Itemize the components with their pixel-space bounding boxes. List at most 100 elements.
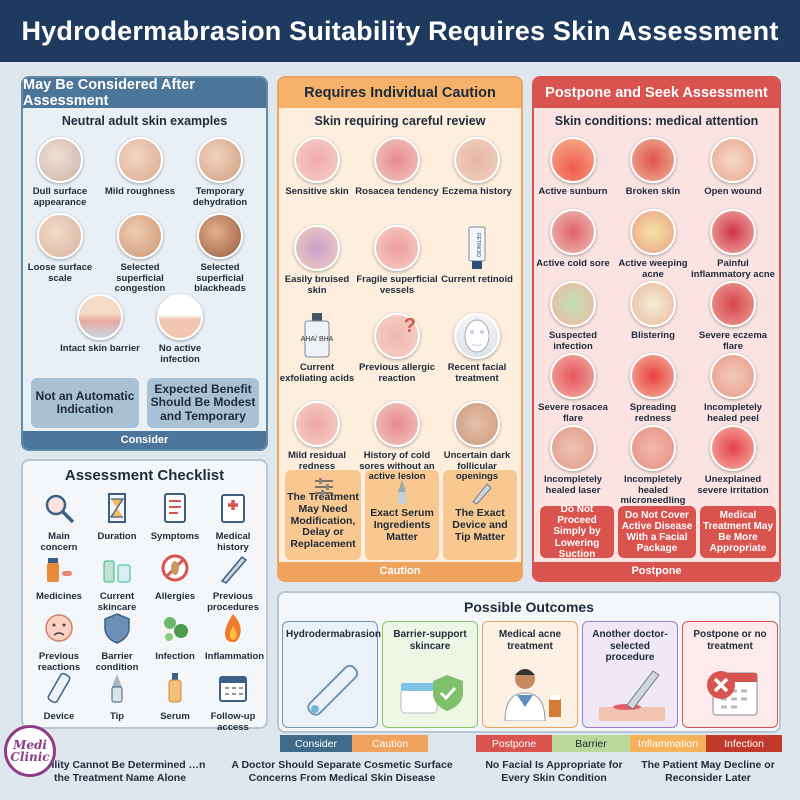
checklist-item-duration: Duration: [89, 491, 145, 543]
device-icon: [47, 672, 71, 704]
checklist-label: Infection: [155, 651, 195, 662]
checklist-item-medicines: Medicines: [31, 551, 87, 603]
loose-surface-scale-image: [37, 213, 83, 259]
serum-icon: [168, 673, 182, 703]
selected-superficial-congestion-image: [117, 213, 163, 259]
medi-clinic-logo: Medi Clinic: [4, 725, 56, 777]
facial-package-note: Do Not Cover Active Disease With a Facia…: [618, 506, 696, 558]
postpone-item-active-weeping-acne: Active weeping acne: [611, 209, 695, 280]
consider-footer: Consider: [23, 431, 266, 449]
postpone-item-unexplained-severe-irritation: Unexplained severe irritation: [691, 425, 775, 496]
checklist-label: Barrier condition: [95, 651, 139, 673]
postpone-item-incompletely-healed-laser: Incompletely healed laser: [531, 425, 615, 496]
consider-item-selected-superficial-blackheads: Selected superficial blackheads: [178, 213, 262, 295]
checklist-label: Medical history: [215, 531, 251, 553]
item-label: Intact skin barrier: [60, 343, 140, 354]
no-active-infection-image: [157, 294, 203, 340]
checklist-label: Current skincare: [97, 591, 137, 613]
postpone-item-blistering: Blistering: [611, 281, 695, 342]
main-concern-icon: [45, 494, 75, 524]
face-mask-icon: [464, 319, 490, 353]
active-cold-sore-image: [550, 209, 596, 255]
bottle-label: AHA/ BHA: [301, 336, 334, 343]
outcome-label: Barrier-support skincare: [393, 629, 467, 652]
postpone-item-painful-inflammatory-acne: Painful inflammatory acne: [691, 209, 775, 280]
item-label: Suspected infection: [548, 330, 598, 352]
checklist-label: Tip: [109, 711, 125, 722]
severe-rosacea-flare-image: [550, 353, 596, 399]
item-label: Fragile superficial vessels: [356, 274, 438, 296]
outcome-label: Postpone or no treatment: [693, 629, 767, 652]
checklist-item-medical-history: Medical history: [205, 491, 261, 553]
skincare-jar-shield-icon: [400, 675, 463, 714]
tube-label: RETINOID: [475, 233, 481, 257]
spreading-redness-image: [630, 353, 676, 399]
consider-item-mild-roughness: Mild roughness: [98, 137, 182, 198]
incompletely-healed-microneedling-image: [630, 425, 676, 471]
uncertain-dark-follicular-openings-image: [454, 401, 500, 447]
not-automatic-note: Not an Automatic Indication: [31, 378, 139, 428]
medicines-icon: [47, 558, 72, 582]
item-label: Recent facial treatment: [447, 362, 507, 384]
medical-treatment-note: Medical Treatment May Be More Appropriat…: [700, 506, 776, 558]
caution-item-current-retinoid: RETINOID Current retinoid: [435, 225, 519, 286]
bottom-statement-4: The Patient May Decline or Reconsider La…: [641, 759, 775, 785]
checklist-item-previous-reactions: Previous reactions: [31, 611, 87, 673]
item-label: Easily bruised skin: [284, 274, 350, 296]
postpone-item-spreading-redness: Spreading redness: [611, 353, 695, 424]
outcome-label: Medical acne treatment: [498, 629, 562, 652]
checklist-item-current-skincare: Current skincare: [89, 551, 145, 613]
consider-panel: May Be Considered After Assessment Neutr…: [21, 76, 268, 451]
consider-item-temporary-dehydration: Temporary dehydration: [178, 137, 262, 208]
item-label: Incompletely healed laser: [543, 474, 603, 496]
postpone-item-severe-rosacea-flare: Severe rosacea flare: [531, 353, 615, 424]
calendar-cancel-icon: [707, 671, 758, 716]
consider-item-intact-skin-barrier: Intact skin barrier: [58, 294, 142, 355]
checklist-item-symptoms: Symptoms: [147, 491, 203, 543]
caution-footer: Caution: [279, 562, 521, 580]
consider-item-no-active-infection: No active infection: [138, 294, 222, 365]
follow-up-access-icon: [219, 676, 247, 702]
hydrodermabrasion-wand-icon: [307, 664, 359, 716]
postpone-panel: Postpone and Seek Assessment Skin condit…: [532, 76, 781, 582]
checklist-label: Follow-up access: [210, 711, 256, 733]
checklist-item-infection: Infection: [147, 611, 203, 663]
caution-panel: Requires Individual Caution Skin requiri…: [277, 76, 523, 582]
inflammation-icon: [225, 614, 241, 642]
history-of-cold-sores-without-an-active-lesion-image: [374, 401, 420, 447]
legend-caution: Caution: [352, 735, 428, 752]
outcome-another-doctor-selected-procedure: Another doctor-selected procedure: [582, 621, 678, 728]
checklist-label: Inflammation: [205, 651, 265, 662]
checklist-item-inflammation: Inflammation: [205, 611, 265, 663]
serum-tip-icon: [398, 480, 406, 504]
duration-icon: [108, 493, 126, 523]
caution-item-current-exfoliating-acids: AHA/ BHA Current exfoliating acids: [275, 313, 359, 384]
recent-facial-treatment-image: [454, 313, 500, 359]
legend-infection: Infection: [706, 735, 782, 752]
item-label: Uncertain dark follicular openings: [443, 450, 511, 483]
painful-inflammatory-acne-image: [710, 209, 756, 255]
infection-icon: [164, 617, 188, 641]
checklist-item-barrier-condition: Barrier condition: [89, 611, 145, 673]
outcome-postpone-or-no-treatment: Postpone or no treatment: [682, 621, 778, 728]
legend-inflammation: Inflammation: [630, 735, 706, 752]
legend-postpone: Postpone: [476, 735, 552, 752]
item-label: No active infection: [158, 343, 202, 365]
sensitive-skin-image: [294, 137, 340, 183]
open-wound-image: [710, 137, 756, 183]
current-skincare-icon: [103, 560, 131, 583]
item-label: Dull surface appearance: [32, 186, 88, 208]
item-label: Selected superficial congestion: [114, 262, 166, 295]
checklist-item-serum: Serum: [147, 671, 203, 723]
item-label: Loose surface scale: [27, 262, 93, 284]
item-label: Broken skin: [625, 186, 681, 197]
consider-item-dull-surface-appearance: Dull surface appearance: [18, 137, 102, 208]
item-label: History of cold sores without an active …: [359, 450, 435, 483]
previous-reactions-icon: [45, 614, 73, 642]
postpone-subheader: Skin conditions: medical attention: [554, 114, 759, 128]
consider-header: May Be Considered After Assessment: [23, 77, 266, 109]
item-label: Painful inflammatory acne: [691, 258, 775, 280]
postpone-item-severe-eczema-flare: Severe eczema flare: [691, 281, 775, 352]
item-label: Active weeping acne: [618, 258, 688, 280]
outcome-hydrodermabrasion: Hydrodermabrasion: [282, 621, 381, 728]
